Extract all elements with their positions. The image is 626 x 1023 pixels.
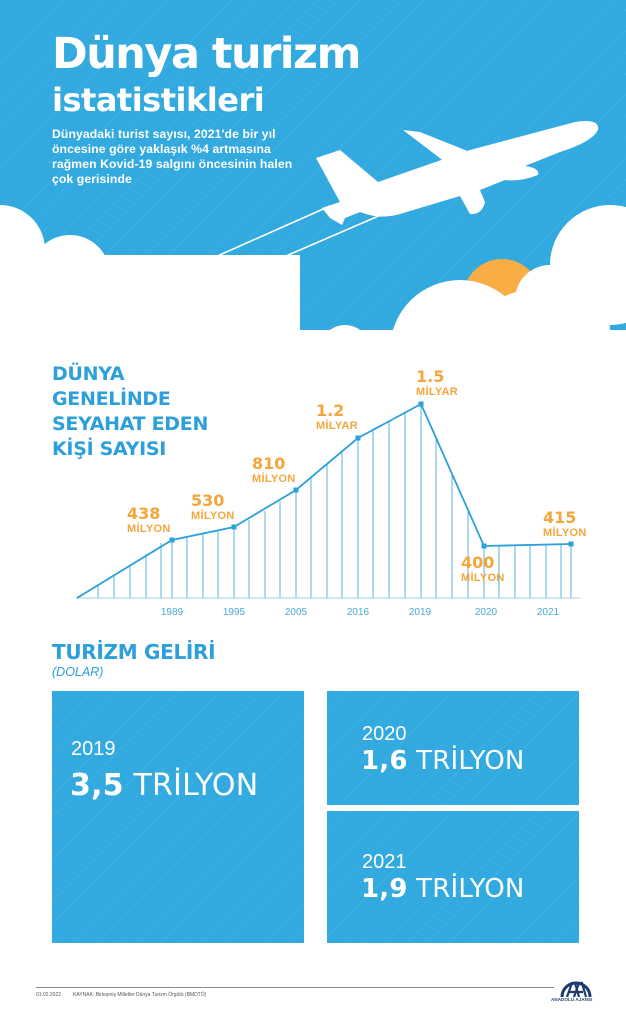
x-axis-tick: 1989	[160, 607, 184, 618]
revenue-amount: 1,6 TRİLYON	[361, 746, 525, 776]
sky-illustration	[0, 121, 626, 360]
chart-title-line: GENELİNDE	[52, 388, 171, 410]
x-axis-tick: 2020	[474, 607, 498, 618]
data-label: 1.2 MİLYAR	[316, 401, 358, 432]
revenue-amount: 3,5 TRİLYON	[70, 768, 259, 803]
footer-source: KAYNAK: Birleşmiş Milletler Dünya Turizm…	[73, 992, 207, 998]
footer-divider	[36, 987, 554, 988]
x-axis-tick: 2005	[284, 607, 308, 618]
line-chart	[76, 401, 580, 599]
revenue-year: 2021	[362, 851, 407, 873]
revenue-unit: (DOLAR)	[52, 665, 104, 679]
revenue-amount: 1,9 TRİLYON	[361, 874, 525, 904]
data-label: 810 MİLYON	[252, 454, 296, 485]
airplane-icon	[316, 121, 599, 225]
revenue-card-2019: 2019 3,5 TRİLYON	[52, 691, 304, 943]
page-title-secondary: istatistikleri	[52, 81, 265, 119]
chart-line	[76, 402, 572, 599]
chart-markers	[169, 401, 574, 549]
data-label: 438 MİLYON	[127, 504, 171, 535]
x-axis-tick: 2021	[536, 607, 560, 618]
x-axis-tick: 2016	[346, 607, 370, 618]
revenue-card-2021: 2021 1,9 TRİLYON	[327, 811, 579, 943]
data-label: 400 MİLYON	[461, 553, 505, 584]
page-title: Dünya turizm	[52, 29, 361, 79]
logo-text: ANADOLU AJANSI	[551, 997, 593, 1002]
data-label: 1.5 MİLYAR	[416, 367, 458, 398]
chart-title-line: DÜNYA	[52, 363, 125, 385]
revenue-card-2020: 2020 1,6 TRİLYON	[327, 691, 579, 805]
cloud-shape	[300, 205, 626, 360]
x-axis-tick: 1995	[222, 607, 246, 618]
footer-date: 01.02.2022	[36, 992, 62, 998]
revenue-title: TURİZM GELİRİ	[52, 640, 216, 664]
chart-title: DÜNYA GENELİNDE SEYAHAT EDEN KİŞİ SAYISI	[52, 362, 208, 462]
revenue-year: 2020	[362, 723, 407, 745]
page-subtitle: Dünyadaki turist sayısı, 2021'de bir yıl…	[52, 127, 293, 186]
anadolu-agency-logo-icon	[560, 981, 592, 998]
footer: 01.02.2022 KAYNAK: Birleşmiş Milletler Dü…	[36, 992, 206, 998]
chart-title-line: KİŞİ SAYISI	[52, 438, 167, 460]
x-axis-tick: 2019	[408, 607, 432, 618]
data-label: 415 MİLYON	[543, 508, 587, 539]
revenue-year: 2019	[71, 738, 116, 760]
chart-vertical-bars	[97, 404, 572, 598]
cloud-shape	[320, 325, 405, 360]
chart-title-line: SEYAHAT EDEN	[52, 413, 209, 435]
data-label: 530 MİLYON	[191, 491, 235, 522]
cloud-shape	[0, 205, 300, 360]
